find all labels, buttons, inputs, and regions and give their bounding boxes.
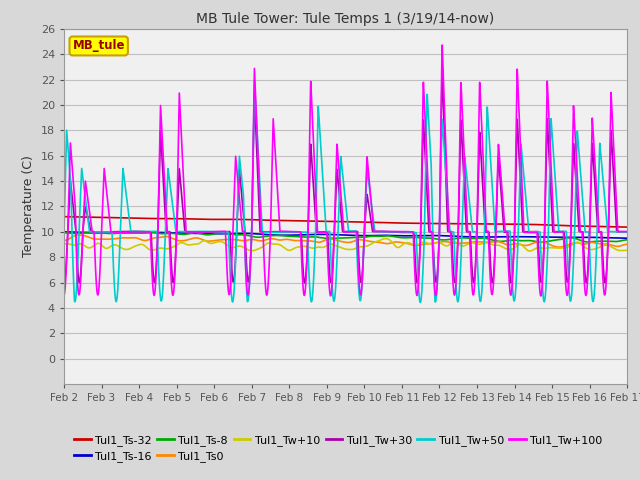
Tul1_Ts-32: [124, 215, 132, 221]
Tul1_Tw+50: [301, 229, 308, 235]
Tul1_Ts-8: [538, 239, 546, 245]
Tul1_Tw+100: [623, 228, 631, 234]
Line: Tul1_Ts-16: Tul1_Ts-16: [64, 232, 627, 238]
Line: Tul1_Tw+100: Tul1_Tw+100: [64, 45, 627, 296]
Tul1_Ts-8: [60, 230, 68, 236]
Tul1_Ts-16: [612, 235, 620, 241]
Tul1_Tw+50: [124, 208, 132, 214]
Tul1_Ts-16: [60, 229, 68, 235]
Tul1_Ts-32: [276, 217, 284, 223]
Tul1_Tw+30: [552, 229, 559, 235]
Tul1_Tw+10: [158, 245, 166, 251]
Tul1_Tw+10: [276, 242, 284, 248]
Tul1_Tw+100: [60, 292, 68, 298]
Tul1_Tw+50: [60, 229, 68, 235]
Line: Tul1_Tw+30: Tul1_Tw+30: [64, 71, 627, 283]
Tul1_Tw+50: [158, 297, 166, 303]
Tul1_Ts0: [555, 244, 563, 250]
Tul1_Ts0: [60, 238, 68, 243]
Tul1_Ts-32: [612, 224, 620, 230]
Tul1_Tw+30: [60, 278, 68, 284]
Tul1_Ts-32: [552, 222, 559, 228]
Tul1_Tw+100: [276, 228, 284, 234]
Line: Tul1_Tw+50: Tul1_Tw+50: [64, 81, 627, 302]
Tul1_Tw+50: [417, 300, 424, 305]
Tul1_Ts-16: [124, 230, 132, 236]
Tul1_Tw+30: [124, 228, 132, 234]
Tul1_Tw+100: [301, 292, 308, 298]
Tul1_Tw+10: [623, 248, 631, 253]
Tul1_Tw+30: [276, 229, 284, 235]
Tul1_Ts-8: [612, 239, 620, 244]
Tul1_Tw+10: [526, 248, 534, 254]
Tul1_Ts-16: [158, 229, 166, 235]
Tul1_Tw+10: [301, 243, 308, 249]
Tul1_Tw+10: [124, 246, 132, 252]
Tul1_Tw+30: [301, 280, 308, 286]
Tul1_Ts0: [612, 243, 620, 249]
Tul1_Ts-8: [301, 234, 308, 240]
Tul1_Ts-16: [552, 234, 559, 240]
Tul1_Tw+50: [276, 229, 284, 235]
Tul1_Ts0: [276, 237, 284, 243]
Tul1_Ts-16: [301, 232, 308, 238]
Tul1_Tw+30: [438, 68, 446, 73]
Tul1_Ts-8: [124, 229, 132, 235]
Tul1_Tw+100: [158, 124, 166, 130]
Tul1_Tw+30: [612, 226, 620, 231]
Tul1_Tw+10: [382, 236, 390, 241]
Tul1_Ts-16: [623, 235, 631, 241]
Tul1_Tw+10: [60, 241, 68, 247]
Tul1_Ts0: [623, 241, 631, 247]
Title: MB Tule Tower: Tule Temps 1 (3/19/14-now): MB Tule Tower: Tule Temps 1 (3/19/14-now…: [196, 12, 495, 26]
Tul1_Tw+100: [612, 202, 620, 207]
Line: Tul1_Tw+10: Tul1_Tw+10: [64, 239, 627, 251]
Tul1_Ts-32: [158, 216, 166, 221]
Tul1_Ts-8: [552, 237, 559, 243]
Tul1_Ts0: [125, 235, 132, 241]
Tul1_Tw+50: [623, 229, 631, 235]
Tul1_Ts0: [301, 238, 308, 244]
Y-axis label: Temperature (C): Temperature (C): [22, 156, 35, 257]
Tul1_Tw+100: [537, 293, 545, 299]
Tul1_Tw+100: [124, 229, 132, 235]
Tul1_Ts-8: [623, 237, 631, 243]
Legend: Tul1_Ts-32, Tul1_Ts-16, Tul1_Ts-8, Tul1_Ts0, Tul1_Tw+10, Tul1_Tw+30, Tul1_Tw+50,: Tul1_Ts-32, Tul1_Ts-16, Tul1_Ts-8, Tul1_…: [70, 431, 607, 467]
Tul1_Tw+30: [158, 148, 166, 154]
Tul1_Tw+30: [623, 229, 631, 235]
Tul1_Tw+50: [552, 185, 559, 191]
Tul1_Ts0: [552, 244, 559, 250]
Tul1_Tw+100: [552, 229, 559, 235]
Tul1_Ts0: [75, 232, 83, 238]
Tul1_Tw+100: [438, 42, 446, 48]
Tul1_Ts-32: [301, 218, 308, 224]
Tul1_Ts-32: [623, 224, 631, 230]
Tul1_Tw+50: [612, 229, 620, 235]
Tul1_Tw+50: [251, 78, 259, 84]
Line: Tul1_Ts-8: Tul1_Ts-8: [64, 232, 627, 242]
Line: Tul1_Ts-32: Tul1_Ts-32: [64, 216, 627, 227]
Text: MB_tule: MB_tule: [72, 39, 125, 52]
Tul1_Tw+10: [612, 247, 620, 252]
Tul1_Ts-16: [276, 232, 284, 238]
Tul1_Ts-8: [126, 229, 134, 235]
Tul1_Tw+30: [301, 280, 308, 286]
Tul1_Ts-8: [158, 231, 166, 237]
Tul1_Ts-32: [60, 214, 68, 219]
Line: Tul1_Ts0: Tul1_Ts0: [64, 235, 627, 247]
Tul1_Tw+10: [552, 245, 559, 251]
Tul1_Ts-8: [276, 233, 284, 239]
Tul1_Ts0: [158, 234, 166, 240]
